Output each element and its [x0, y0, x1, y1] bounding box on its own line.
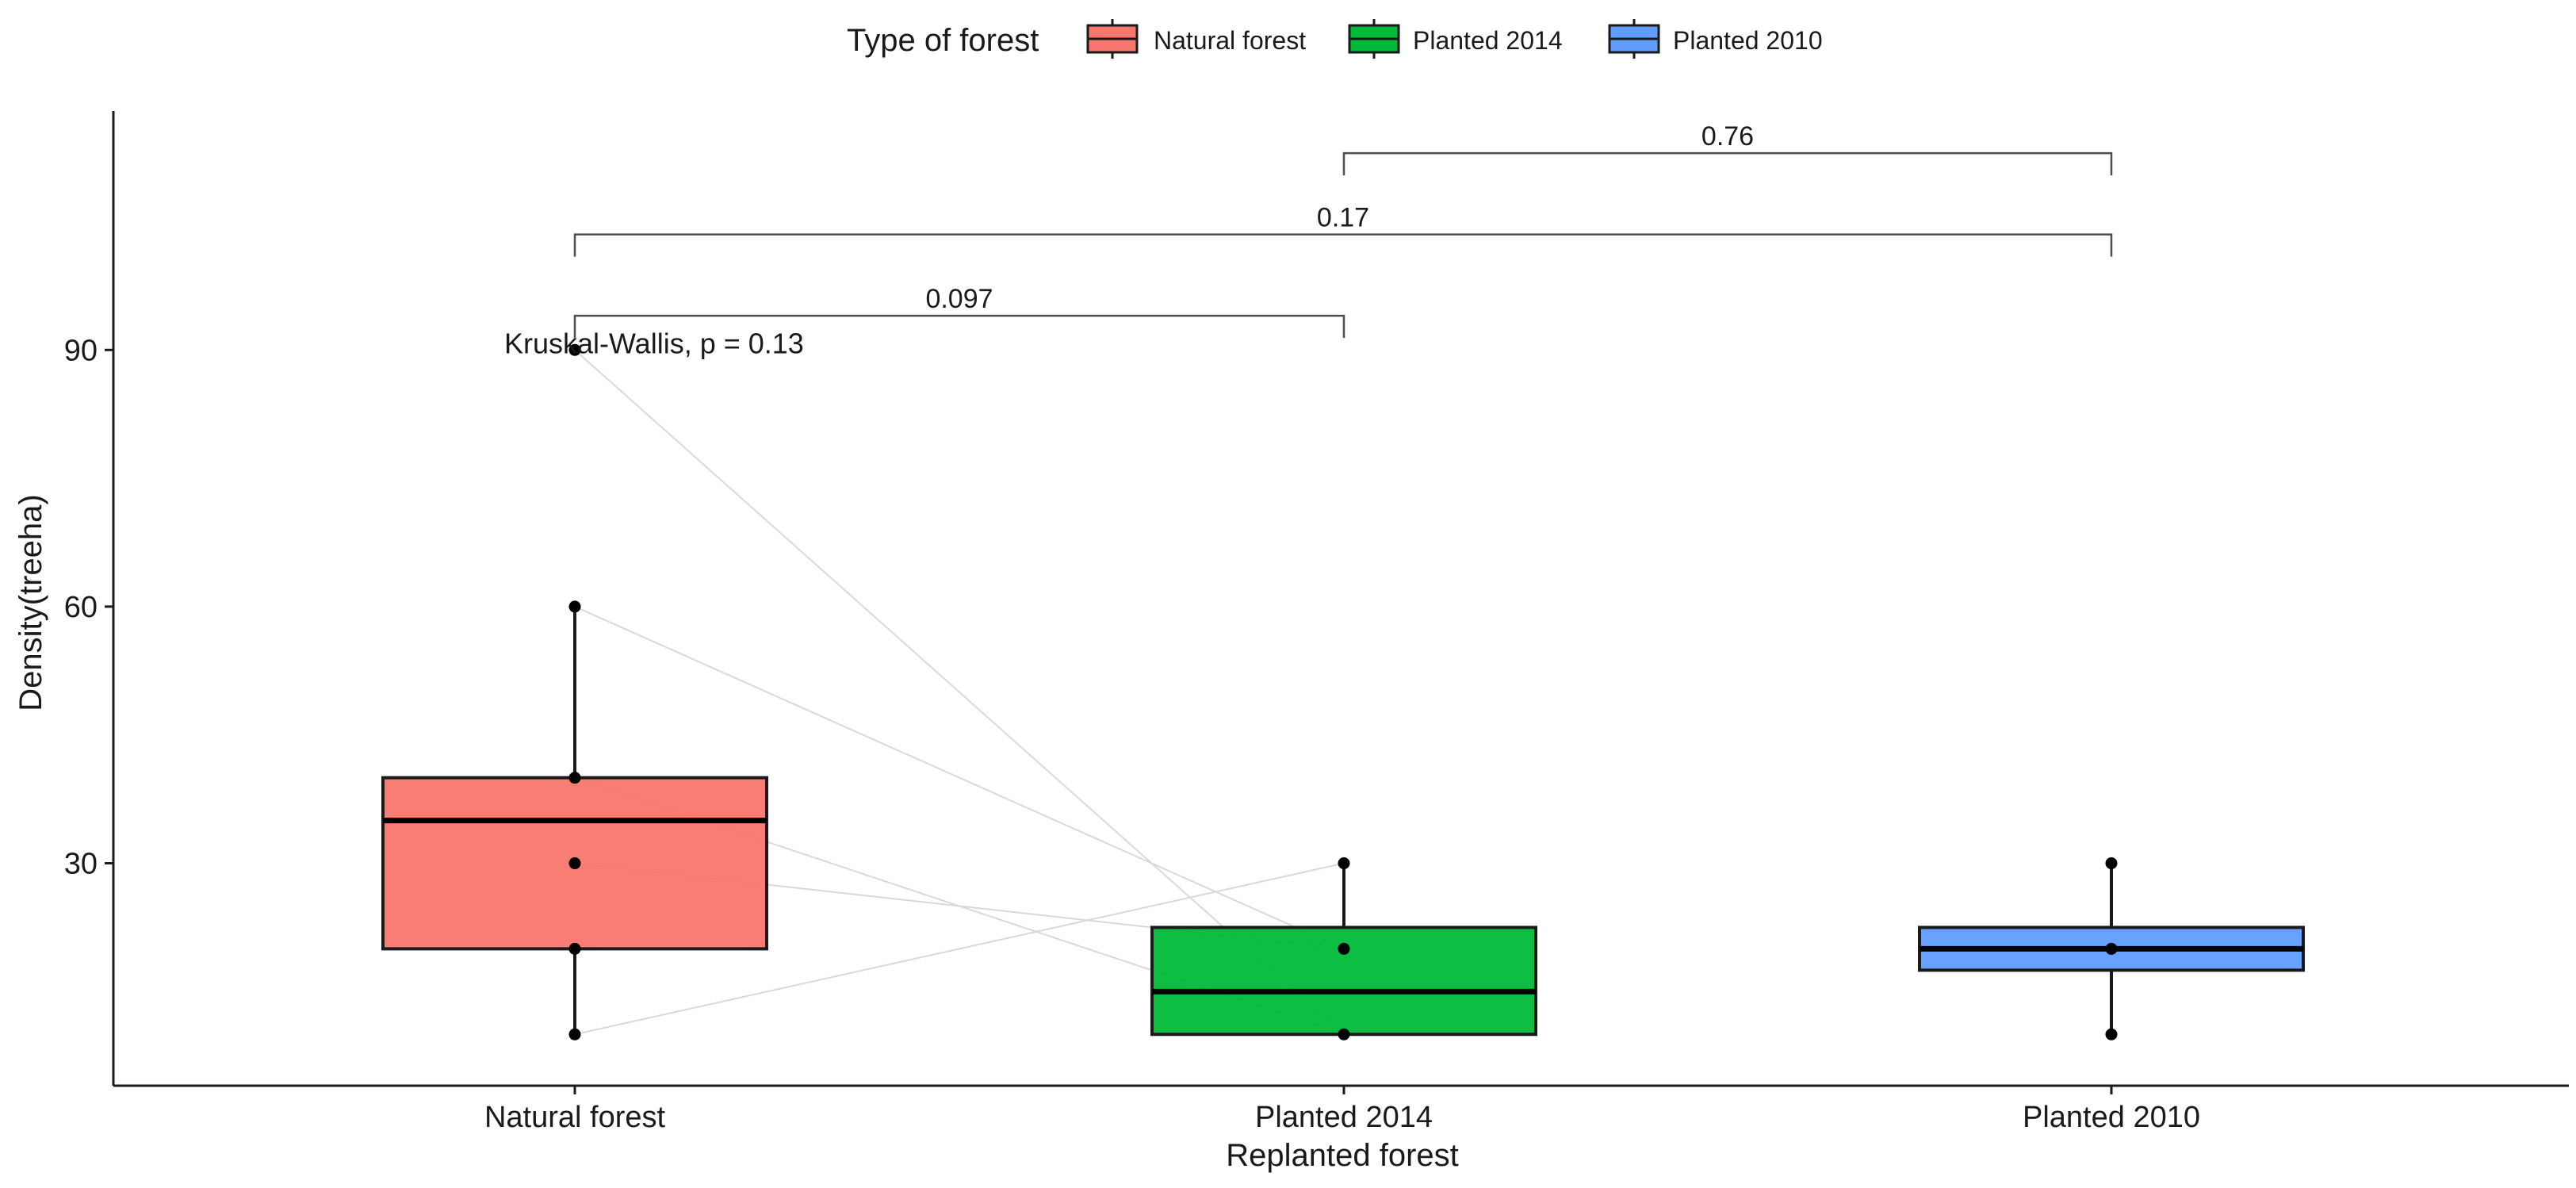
x-axis-title: Replanted forest	[1226, 1138, 1459, 1173]
bracket-line	[573, 314, 1345, 339]
legend-title: Type of forest	[847, 23, 1039, 58]
data-point	[568, 343, 581, 356]
data-point	[568, 942, 581, 955]
p-value-label: 0.17	[1317, 203, 1369, 233]
data-points	[568, 343, 2118, 1040]
legend-label: Planted 2014	[1413, 26, 1563, 55]
data-point	[568, 772, 581, 784]
data-point	[2105, 1028, 2118, 1040]
x-tick-label: Planted 2014	[1255, 1101, 1433, 1134]
comparison-bracket: 0.17	[573, 203, 2113, 257]
data-point	[1338, 942, 1350, 955]
data-point	[568, 857, 581, 870]
axes: 30 60 90 Natural forest Planted 2014 Planted …	[64, 111, 2569, 1134]
legend-label: Natural forest	[1154, 26, 1306, 55]
comparison-bracket: 0.097	[573, 284, 1345, 339]
x-tick-label: Natural forest	[484, 1101, 666, 1134]
y-tick-label: 90	[64, 334, 98, 367]
boxes	[381, 606, 2305, 1037]
legend-entry: Natural forest	[1086, 19, 1306, 59]
bracket-line	[1342, 151, 2113, 176]
paired-line	[574, 349, 1345, 1036]
data-point	[1338, 1028, 1350, 1040]
bracket-line	[573, 233, 2113, 257]
paired-line	[574, 862, 1345, 1036]
legend: Type of forest Natural forest Planted 2014…	[847, 19, 1823, 59]
legend-entry: Planted 2010	[1608, 19, 1823, 59]
legend-label: Planted 2010	[1673, 26, 1823, 55]
kruskal-wallis-annotation: Kruskal-Wallis, p = 0.13	[504, 327, 804, 359]
y-axis-title: Density(treeha)	[13, 494, 48, 711]
data-point	[2105, 942, 2118, 955]
data-point	[568, 600, 581, 613]
p-value-label: 0.76	[1701, 121, 1754, 151]
data-point	[568, 1028, 581, 1040]
comparison-bracket: 0.76	[1342, 121, 2113, 176]
legend-entry: Planted 2014	[1348, 19, 1563, 59]
data-point	[2105, 857, 2118, 870]
comparison-brackets: 0.097 0.17 0.76	[573, 121, 2113, 339]
y-tick-label: 60	[64, 591, 98, 624]
x-tick-label: Planted 2010	[2023, 1101, 2200, 1134]
data-point	[1338, 857, 1350, 870]
p-value-label: 0.097	[925, 284, 993, 314]
y-tick-label: 30	[64, 848, 98, 881]
box-1	[381, 606, 768, 1035]
